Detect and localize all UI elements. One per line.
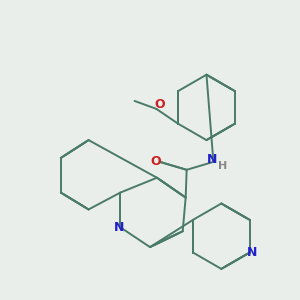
Text: O: O [154, 98, 165, 111]
Text: N: N [246, 246, 257, 259]
Text: N: N [114, 221, 124, 234]
Text: N: N [207, 153, 218, 167]
Text: H: H [218, 161, 227, 171]
Text: O: O [151, 155, 161, 168]
